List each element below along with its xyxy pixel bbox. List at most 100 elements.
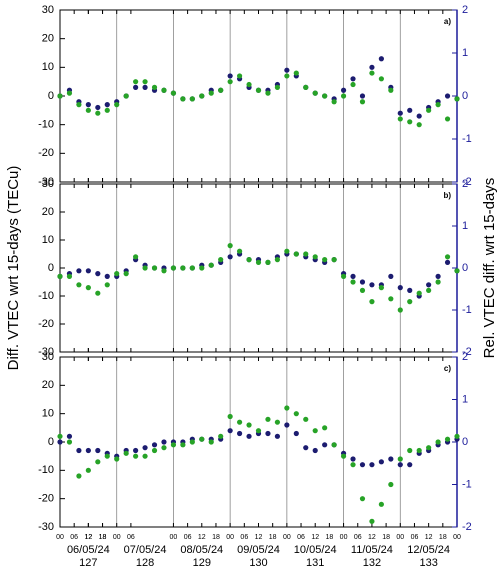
data-point bbox=[161, 439, 167, 445]
date-label: 08/05/24 bbox=[180, 544, 223, 556]
data-point bbox=[444, 93, 451, 99]
data-point bbox=[133, 84, 139, 90]
data-point bbox=[369, 282, 375, 288]
data-point bbox=[359, 287, 366, 293]
data-point bbox=[246, 81, 252, 88]
data-point bbox=[57, 273, 63, 279]
data-point bbox=[303, 251, 309, 257]
data-point bbox=[369, 518, 375, 524]
data-point bbox=[114, 102, 120, 108]
data-point bbox=[340, 273, 347, 279]
data-point bbox=[57, 439, 63, 445]
data-point bbox=[303, 84, 309, 90]
data-point bbox=[454, 268, 460, 274]
data-point bbox=[85, 447, 91, 454]
data-point bbox=[293, 251, 299, 257]
plot-frame bbox=[59, 183, 458, 353]
doy-label: 133 bbox=[419, 557, 437, 568]
y-tick-label: 0 bbox=[48, 90, 54, 102]
data-point bbox=[76, 102, 82, 108]
data-point bbox=[123, 271, 129, 277]
data-point bbox=[255, 259, 262, 265]
data-point bbox=[397, 462, 403, 468]
y-tick-label: -10 bbox=[38, 464, 54, 476]
y-tick-label: -20 bbox=[38, 318, 54, 330]
y-tick-label: -10 bbox=[38, 290, 54, 302]
data-point bbox=[426, 445, 432, 451]
y2-tick-label: -1 bbox=[462, 133, 472, 145]
data-point bbox=[123, 93, 129, 99]
data-point bbox=[227, 254, 233, 260]
data-point bbox=[435, 273, 441, 279]
data-point bbox=[444, 259, 451, 265]
data-point bbox=[95, 271, 101, 277]
data-point bbox=[170, 442, 177, 448]
data-point bbox=[255, 428, 262, 434]
y-tick-label: -30 bbox=[38, 176, 54, 188]
data-point bbox=[265, 90, 271, 96]
x-tick-label: 12 bbox=[198, 534, 206, 541]
y2-tick-label: 2 bbox=[462, 178, 468, 190]
date-label: 10/05/24 bbox=[294, 544, 337, 556]
data-point bbox=[180, 442, 186, 448]
data-point bbox=[85, 285, 91, 291]
data-point bbox=[369, 462, 375, 468]
data-point bbox=[274, 84, 281, 90]
data-point bbox=[57, 433, 63, 439]
data-point bbox=[416, 447, 422, 454]
data-point bbox=[274, 419, 281, 425]
x-tick-label: 00 bbox=[170, 534, 178, 541]
x-tick-label: 06 bbox=[70, 534, 78, 541]
x-tick-label: 06 bbox=[354, 534, 362, 541]
y2-tick-label: -1 bbox=[462, 478, 472, 490]
data-point bbox=[388, 296, 394, 302]
data-point bbox=[359, 496, 366, 502]
data-point bbox=[284, 422, 290, 428]
doy-label: 128 bbox=[136, 557, 154, 568]
y-tick-label: 30 bbox=[42, 4, 54, 16]
data-point bbox=[407, 299, 413, 305]
data-point bbox=[66, 90, 73, 96]
data-point bbox=[85, 467, 91, 473]
y2-axis-label: Rel. VTEC diff. wrt 15-days bbox=[481, 178, 498, 359]
x-tick-label: 00 bbox=[226, 534, 234, 541]
data-point bbox=[170, 265, 177, 271]
y2-tick-label: -2 bbox=[462, 521, 472, 533]
data-point bbox=[218, 433, 224, 439]
y2-tick-label: 0 bbox=[462, 436, 468, 448]
x-tick-label: 06 bbox=[127, 534, 135, 541]
data-point bbox=[407, 287, 413, 293]
data-point bbox=[359, 462, 366, 468]
data-point bbox=[397, 307, 403, 313]
data-point bbox=[66, 439, 73, 445]
data-point bbox=[76, 282, 82, 288]
data-point bbox=[397, 285, 403, 291]
data-point bbox=[350, 456, 356, 462]
data-point bbox=[312, 428, 318, 434]
data-point bbox=[151, 84, 158, 90]
x-tick-label: 18 bbox=[99, 534, 107, 541]
data-point bbox=[133, 254, 139, 260]
x-tick-label: 18 bbox=[99, 534, 107, 541]
data-point bbox=[265, 416, 271, 422]
data-point bbox=[407, 447, 413, 454]
data-point bbox=[180, 265, 186, 271]
x-tick-label: 00 bbox=[396, 534, 404, 541]
data-point bbox=[435, 279, 441, 285]
data-point bbox=[322, 425, 328, 431]
data-point bbox=[293, 411, 299, 417]
y-tick-label: 10 bbox=[42, 234, 54, 246]
data-point bbox=[265, 259, 271, 265]
data-point bbox=[123, 450, 129, 456]
data-point bbox=[340, 87, 347, 93]
x-tick-label: 00 bbox=[113, 534, 121, 541]
data-point bbox=[151, 442, 158, 448]
data-point bbox=[293, 430, 299, 437]
data-point bbox=[369, 299, 375, 305]
panel-label: b) bbox=[443, 191, 451, 200]
data-point bbox=[236, 73, 243, 79]
x-tick-label: 18 bbox=[439, 534, 447, 541]
panel-label: c) bbox=[444, 364, 451, 373]
data-point bbox=[265, 430, 271, 437]
data-point bbox=[322, 442, 328, 448]
